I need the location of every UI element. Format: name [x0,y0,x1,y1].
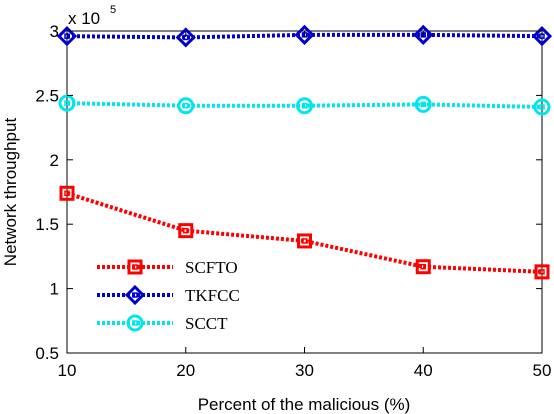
x-tick-label: 10 [58,361,77,380]
plot-area [66,30,543,354]
y-tick-label: 1.5 [35,215,59,234]
data-point [414,95,432,113]
y-tick-label: 1 [50,280,59,299]
data-point [58,94,76,112]
legend-marker [127,259,143,275]
tick-layer: 10 20 30 40 50 0.5 1 1.5 2 2.5 3 [35,22,551,380]
y-axis-label: Network throughput [1,118,20,267]
series-line [66,191,543,274]
y-tick-label: 3 [50,22,59,41]
x-tick-label: 40 [414,361,433,380]
legend-label: SCCT [185,314,228,333]
x-tick-label: 50 [533,361,552,380]
data-point [534,264,550,280]
y-multiplier-exponent: 5 [110,4,116,16]
legend-label: TKFCC [185,286,240,305]
legend-item-scfto: SCFTO [97,258,238,277]
legend-item-scct: SCCT [97,314,228,333]
legend-label: SCFTO [185,258,238,277]
data-point [59,185,75,201]
data-point [296,97,313,115]
data-point [297,233,312,249]
y-multiplier-base: x 10 [68,9,100,28]
series-line [66,101,543,109]
data-point [415,259,431,275]
legend-marker [124,284,146,306]
y-tick-label: 0.5 [35,344,59,363]
x-tick-label: 30 [295,361,314,380]
x-axis-label: Percent of the malicious (%) [198,395,411,414]
series-scct [58,94,551,116]
data-point [177,97,195,115]
y-multiplier: x 10 5 [68,4,116,28]
x-tick-label: 20 [176,361,195,380]
legend-item-tkfcc: TKFCC [97,284,240,306]
legend-marker [126,314,144,332]
series-scfto [59,185,550,280]
data-point [178,223,194,239]
legend: SCFTO TKFCC SCCT [97,258,240,333]
data-point [533,98,551,116]
y-tick-label: 2.5 [35,86,59,105]
y-tick-label: 2 [50,151,59,170]
